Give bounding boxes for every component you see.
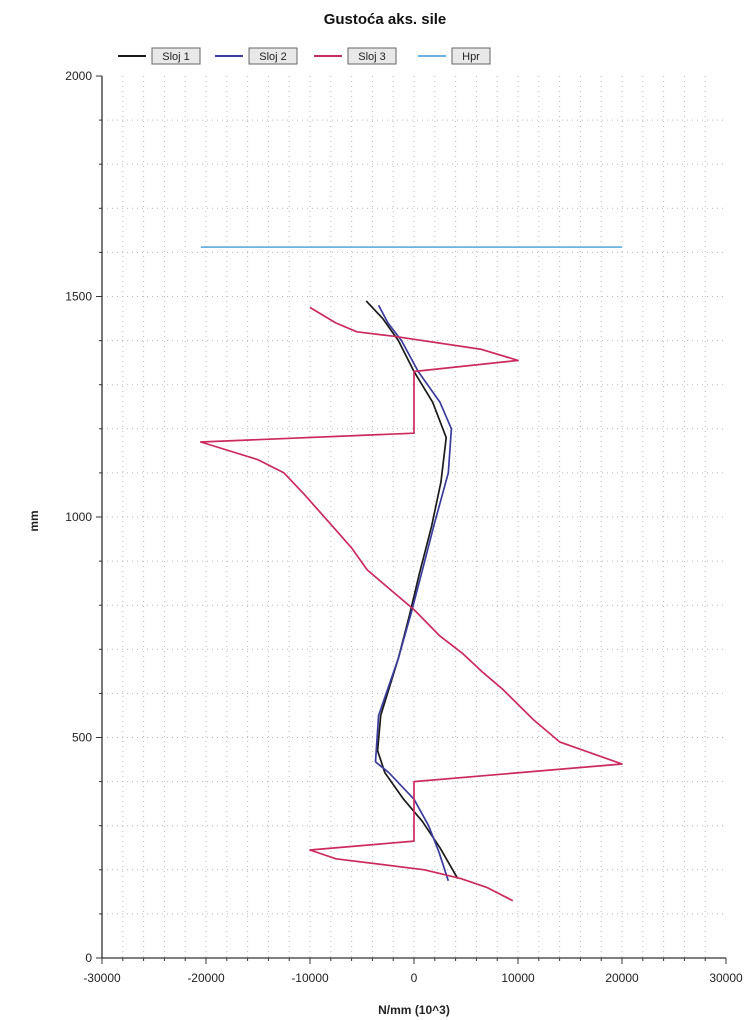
x-tick-label: 0 bbox=[411, 971, 418, 985]
legend-label-hpr: Hpr bbox=[462, 51, 480, 63]
x-axis-title: N/mm (10^3) bbox=[378, 1003, 450, 1017]
x-tick-label: -10000 bbox=[291, 971, 329, 985]
plot-area bbox=[199, 246, 623, 902]
axes bbox=[96, 75, 727, 964]
legend-label-sloj-3: Sloj 3 bbox=[358, 51, 386, 63]
legend-box-sloj-3 bbox=[347, 47, 397, 65]
x-tick-label: 30000 bbox=[709, 971, 743, 985]
y-tick-label: 500 bbox=[72, 731, 92, 745]
x-axis-ticks: -30000 -20000 -10000 0 10000 20000 30000 bbox=[83, 971, 743, 985]
y-tick-label: 1500 bbox=[65, 290, 92, 304]
x-tick-label: 10000 bbox=[501, 971, 535, 985]
series-line-sloj-3 bbox=[199, 306, 623, 902]
x-tick-label: -30000 bbox=[83, 971, 121, 985]
chart-title: Gustoća aks. sile bbox=[324, 11, 447, 28]
legend-box-sloj-1 bbox=[151, 47, 201, 65]
legend: Sloj 1 Sloj 2 Sloj 3 Hpr bbox=[118, 47, 491, 65]
x-tick-label: -20000 bbox=[187, 971, 225, 985]
grid bbox=[102, 76, 726, 958]
y-tick-label: 2000 bbox=[65, 69, 92, 83]
x-tick-label: 20000 bbox=[605, 971, 639, 985]
legend-label-sloj-2: Sloj 2 bbox=[259, 51, 287, 63]
legend-box-hpr bbox=[451, 47, 491, 65]
y-tick-label: 0 bbox=[85, 951, 92, 965]
y-tick-label: 1000 bbox=[65, 510, 92, 524]
legend-label-sloj-1: Sloj 1 bbox=[162, 51, 190, 63]
legend-box-sloj-2 bbox=[248, 47, 298, 65]
y-axis-title: mm bbox=[27, 510, 41, 531]
series-line-sloj-1 bbox=[365, 300, 459, 880]
y-axis-ticks: 0 500 1000 1500 2000 bbox=[65, 69, 92, 965]
series-line-sloj-2 bbox=[374, 304, 453, 882]
